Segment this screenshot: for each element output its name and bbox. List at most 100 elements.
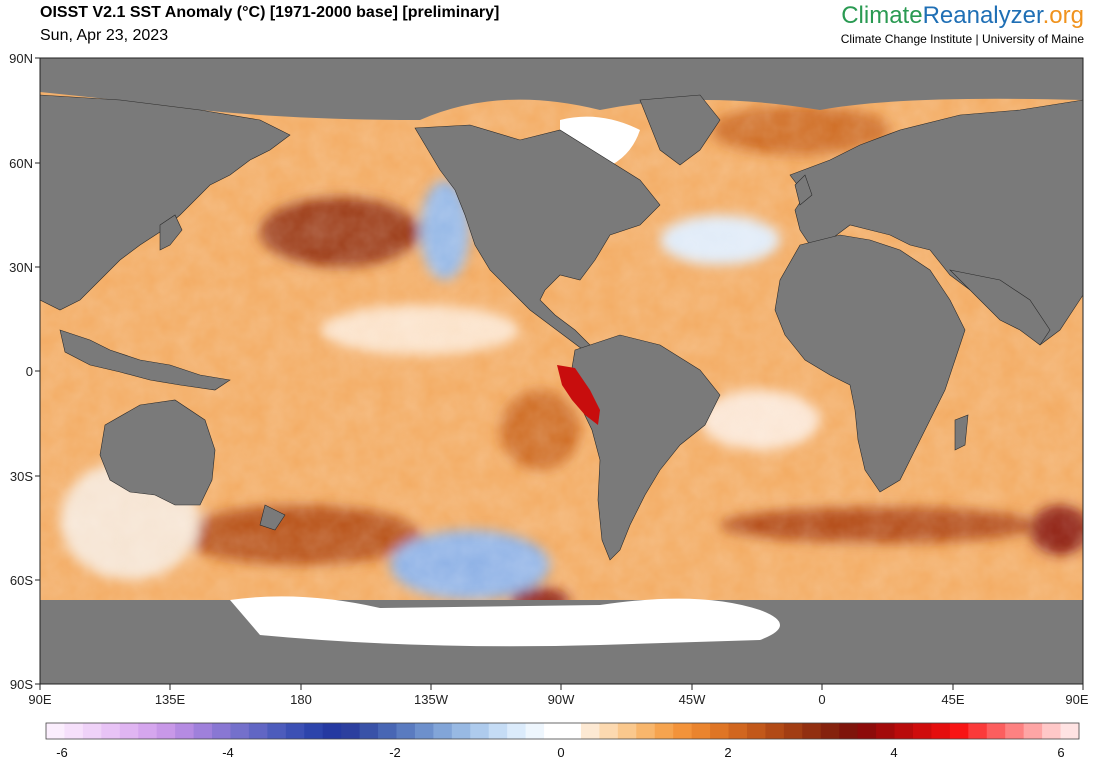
y-axis: 90N 60N 30N 0 30S 60S 90S (9, 51, 40, 692)
map-date: Sun, Apr 23, 2023 (40, 27, 169, 44)
colorbar-cell (691, 723, 711, 739)
south-america (569, 334, 721, 561)
map-title: OISST V2.1 SST Anomaly (°C) [1971-2000 b… (40, 4, 500, 21)
british-isles (794, 174, 813, 206)
very-hot-anomaly-peru-coast (557, 365, 600, 425)
x-tick-label: 90E (1065, 692, 1088, 707)
colorbar-cell (230, 723, 250, 739)
north-america (414, 124, 661, 356)
colorbar-cell (414, 723, 434, 739)
colorbar-cell (119, 723, 139, 739)
colorbar-cell (248, 723, 268, 739)
x-tick-label: 45E (941, 692, 964, 707)
colorbar-cell (396, 723, 416, 739)
colorbar-cell (175, 723, 195, 739)
x-tick-label: 0 (818, 692, 825, 707)
new-zealand (259, 504, 286, 531)
arabia-india (949, 269, 1051, 346)
land-areas (40, 94, 1083, 561)
colorbar-cell (525, 723, 545, 739)
colorbar-cell (1060, 723, 1080, 739)
eurasia-east (40, 94, 291, 311)
colorbar-cell (322, 723, 342, 739)
x-tick-label: 135W (414, 692, 449, 707)
map-plot-area (40, 58, 1083, 684)
colorbar-cell (433, 723, 453, 739)
colorbar-cell (1005, 723, 1025, 739)
colorbar-tick-label: -2 (389, 745, 401, 760)
australia (99, 399, 216, 506)
colorbar-cell (212, 723, 231, 739)
y-tick-label: 90S (10, 677, 33, 692)
brand-logo-part-2: Reanalyzer (922, 2, 1043, 29)
colorbar-cell (378, 723, 397, 739)
y-tick-label: 30S (10, 469, 33, 484)
colorbar-cell (488, 723, 508, 739)
japan (159, 214, 183, 251)
colorbar-cell (507, 723, 527, 739)
y-tick-label: 90N (9, 51, 33, 66)
colorbar-cell (64, 723, 84, 739)
africa (774, 234, 966, 493)
colorbar-cell (562, 723, 582, 739)
colorbar-cell (451, 723, 471, 739)
y-tick-label: 30N (9, 260, 33, 275)
x-tick-label: 90E (28, 692, 51, 707)
colorbar-cell (82, 723, 102, 739)
colorbar-tick-label: 4 (890, 745, 897, 760)
colorbar-cell (636, 723, 656, 739)
colorbar-cells (46, 723, 1080, 739)
colorbar-cell (839, 723, 859, 739)
colorbar-cell (267, 723, 287, 739)
greenland (639, 94, 721, 166)
colorbar-cell (341, 723, 361, 739)
brand-logo-part-3: .org (1042, 2, 1084, 29)
colorbar-cell (544, 723, 563, 739)
colorbar-cell (138, 723, 158, 739)
colorbar-cell (968, 723, 988, 739)
colorbar-cell (156, 723, 176, 739)
colorbar-cell (802, 723, 822, 739)
colorbar-cell (876, 723, 896, 739)
y-tick-label: 0 (26, 364, 33, 379)
colorbar-cell (304, 723, 324, 739)
x-tick-label: 45W (679, 692, 706, 707)
colorbar-cell (654, 723, 674, 739)
colorbar-cell (1023, 723, 1043, 739)
colorbar-frame (45, 722, 1080, 740)
colorbar-cell (820, 723, 840, 739)
madagascar (954, 414, 969, 451)
colorbar-cell (359, 723, 379, 739)
colorbar-cell (949, 723, 969, 739)
colorbar-cell (470, 723, 490, 739)
colorbar-cell (46, 723, 65, 739)
x-axis: 90E 135E 180 135W 90W 45W 0 45E 90E (28, 684, 1089, 707)
colorbar-cell (728, 723, 748, 739)
y-tick-label: 60S (10, 573, 33, 588)
brand-subtitle: Climate Change Institute | University of… (840, 32, 1084, 46)
colorbar-cell (599, 723, 619, 739)
colorbar-cell (765, 723, 785, 739)
colorbar-cell (912, 723, 932, 739)
colorbar-cell (783, 723, 803, 739)
colorbar-cell (986, 723, 1006, 739)
colorbar-cell (1042, 723, 1062, 739)
colorbar-cell (931, 723, 951, 739)
colorbar-cell (857, 723, 877, 739)
maritime-continent (59, 329, 231, 391)
colorbar-tick-label: -4 (222, 745, 234, 760)
colorbar-cell (193, 723, 213, 739)
arctic-landmass (40, 58, 1083, 120)
antarctic-ice-shelf (230, 596, 780, 647)
colorbar-labels: -6 -4 -2 0 2 4 6 (56, 745, 1064, 760)
colorbar-cell (285, 723, 305, 739)
colorbar-cell (894, 723, 914, 739)
brand-block: ClimateReanalyzer.org Climate Change Ins… (841, 2, 1084, 46)
colorbar-cell (617, 723, 637, 739)
y-tick-label: 60N (9, 156, 33, 171)
colorbar-cell (746, 723, 766, 739)
colorbar-cell (580, 723, 600, 739)
colorbar-tick-label: 0 (557, 745, 564, 760)
x-tick-label: 180 (290, 692, 312, 707)
brand-logo-text[interactable]: ClimateReanalyzer.org (841, 2, 1084, 30)
